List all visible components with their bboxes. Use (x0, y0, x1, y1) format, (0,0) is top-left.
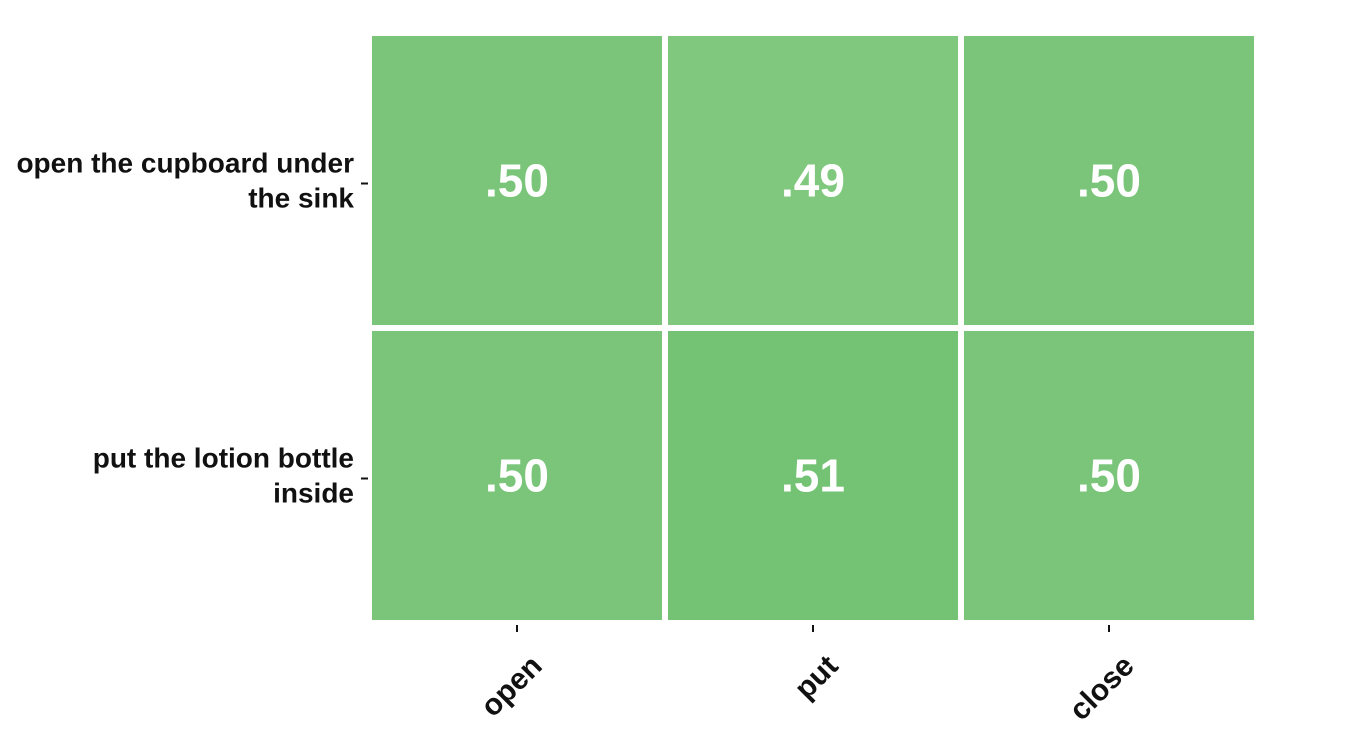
row-label-0-line-0: open the cupboard under (16, 148, 354, 179)
heatmap-cell-r1-c2 (964, 331, 1254, 620)
column-label-0: open (475, 649, 549, 723)
heatmap-cell-r0-c1 (668, 36, 958, 325)
cell-value-label-r1-c1: .51 (781, 450, 845, 502)
row-label-1: put the lotion bottle inside (93, 443, 354, 509)
cell-value-label-r0-c2: .50 (1077, 155, 1141, 207)
heatmap-cell-r1-c1 (668, 331, 958, 620)
axis-ticks (361, 182, 1110, 632)
column-label-1: put (788, 649, 844, 705)
row-label-1-line-0: put the lotion bottle (93, 443, 354, 474)
row-labels: open the cupboard under the sink put the l… (16, 148, 354, 509)
heatmap-cell-r1-c0 (372, 331, 662, 620)
row-label-0-line-1: the sink (248, 183, 354, 214)
column-labels: open put close (475, 649, 1141, 727)
row-label-0: open the cupboard under the sink (16, 148, 354, 214)
column-label-2: close (1063, 649, 1141, 727)
heatmap-cell-r0-c2 (964, 36, 1254, 325)
heatmap-value-labels: .50 .49 .50 .50 .51 .50 (485, 155, 1141, 502)
cell-value-label-r1-c0: .50 (485, 450, 549, 502)
cell-value-label-r0-c1: .49 (781, 155, 845, 207)
cell-value-label-r1-c2: .50 (1077, 450, 1141, 502)
heatmap-cell-r0-c0 (372, 36, 662, 325)
cell-value-label-r0-c0: .50 (485, 155, 549, 207)
heatmap-cells (372, 36, 1254, 620)
row-label-1-line-1: inside (273, 478, 354, 509)
